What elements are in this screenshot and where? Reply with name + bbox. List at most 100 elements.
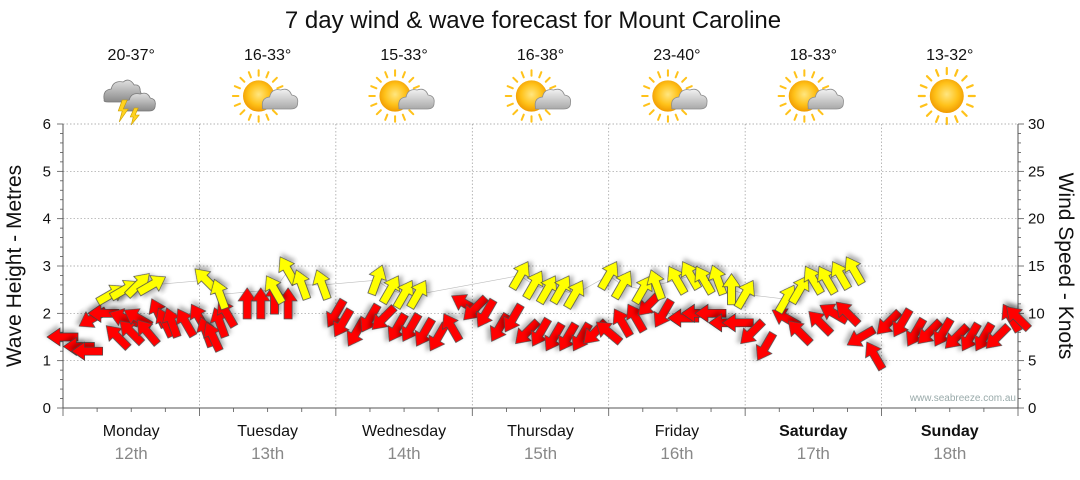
wind-arrow <box>876 308 903 335</box>
wind-arrow <box>846 325 877 347</box>
y-right-tick-label: 20 <box>1028 211 1045 228</box>
gridlines <box>63 123 1018 408</box>
wind-arrow <box>176 308 198 339</box>
wave-arrow <box>522 270 544 301</box>
wave-arrow <box>788 275 810 306</box>
wind-arrow <box>544 321 566 352</box>
y-right-tick-label: 25 <box>1028 163 1045 180</box>
forecast-arrows <box>46 256 1032 372</box>
partly-cloudy-icon <box>642 70 707 122</box>
y-left-tick-label: 2 <box>43 305 51 322</box>
wave-arrow <box>406 280 428 310</box>
wind-arrow <box>78 306 109 328</box>
wave-arrow <box>378 275 401 306</box>
day-date-label: 15th <box>524 444 557 463</box>
wind-arrow <box>985 323 1012 349</box>
day-labels: Monday 12th Tuesday 13th Wednesday 14th Thursd… <box>103 423 979 463</box>
day-name-label: Saturday <box>779 423 848 440</box>
wind-arrow <box>787 320 814 347</box>
wind-arrow <box>612 308 634 339</box>
temperature-row: 20-37° 16-33° 15-33° 16-38° 23-40° 18-33° 13-3… <box>108 47 974 64</box>
wind-arrow <box>476 297 498 328</box>
partly-cloudy-icon <box>506 70 571 122</box>
wind-arrow <box>503 302 525 333</box>
wave-arrow <box>646 269 666 301</box>
wind-arrow <box>626 303 648 334</box>
wind-arrow <box>360 302 382 333</box>
wind-arrow <box>944 323 971 349</box>
y-left-tick-label: 5 <box>43 163 51 180</box>
storm-icon <box>103 79 156 126</box>
wave-arrow <box>844 256 866 287</box>
y-axis-right-title: Wind Speed - Knots <box>1054 173 1077 360</box>
day-name-label: Friday <box>655 423 699 440</box>
wave-arrow <box>733 280 755 310</box>
wave-arrow <box>312 269 332 301</box>
wind-arrow <box>1006 306 1032 333</box>
wave-arrow <box>680 261 703 291</box>
wind-arrow <box>119 320 146 347</box>
wind-arrow <box>105 325 132 351</box>
wind-arrow <box>515 318 541 345</box>
wave-arrow <box>597 261 619 291</box>
wave-arrow <box>209 278 230 311</box>
wind-arrow <box>326 297 348 328</box>
wind-arrow <box>70 341 103 361</box>
wind-arrow <box>401 312 423 342</box>
wind-arrow <box>162 307 182 339</box>
partly-cloudy-icon <box>233 70 298 122</box>
wind-arrow <box>46 327 79 347</box>
y-right-tick-label: 15 <box>1028 258 1045 275</box>
day-date-label: 13th <box>251 444 284 463</box>
y-left-tick-label: 1 <box>43 353 51 370</box>
day-date-label: 14th <box>388 444 421 463</box>
wind-arrow <box>835 301 862 328</box>
wind-arrow <box>960 321 982 352</box>
wind-arrow <box>558 321 580 352</box>
credit-text: www.seabreeze.com.au <box>909 393 1016 404</box>
y-right-tick-label: 5 <box>1028 353 1036 370</box>
wave-arrow <box>508 261 530 291</box>
wind-arrow <box>917 318 944 345</box>
y-left-tick-label: 4 <box>43 211 51 228</box>
y-left-tick-label: 0 <box>43 400 51 417</box>
wind-arrow <box>721 313 754 333</box>
wind-arrow <box>595 321 624 346</box>
day-name-label: Wednesday <box>362 423 446 440</box>
wind-arrow <box>808 311 835 337</box>
temperature-range: 16-33° <box>244 47 291 64</box>
wind-arrow <box>333 307 355 338</box>
day-date-label: 16th <box>660 444 693 463</box>
wind-arrow <box>653 297 675 328</box>
y-right-tick-label: 0 <box>1028 400 1036 417</box>
day-name-label: Tuesday <box>237 423 298 440</box>
day-name-label: Monday <box>103 423 160 440</box>
wind-arrow <box>136 319 161 347</box>
wave-arrow <box>535 275 557 306</box>
wind-arrow <box>371 304 398 330</box>
wind-arrow <box>755 331 778 361</box>
y-axis-left-title: Wave Height - Metres <box>3 165 26 367</box>
wind-arrow <box>463 294 489 321</box>
temperature-range: 23-40° <box>653 47 700 64</box>
wave-arrow <box>721 273 742 306</box>
wave-arrow <box>291 269 312 301</box>
plot-area: 0 1 2 3 4 5 6 0 5 10 15 20 25 30 <box>43 116 1045 417</box>
wave-arrow <box>830 261 853 291</box>
wind-arrow <box>278 287 298 320</box>
temperature-range: 15-33° <box>380 47 427 64</box>
y-right-tick-label: 10 <box>1028 305 1045 322</box>
weather-icons <box>103 66 976 126</box>
wave-arrow <box>563 280 585 310</box>
wave-arrow <box>549 275 571 306</box>
axes: 0 1 2 3 4 5 6 0 5 10 15 20 25 30 <box>43 116 1045 417</box>
sun-icon <box>917 66 976 126</box>
y-left-tick-label: 3 <box>43 258 51 275</box>
wind-arrow <box>87 303 120 323</box>
day-name-label: Sunday <box>921 423 979 440</box>
day-date-label: 12th <box>115 444 148 463</box>
wave-arrow <box>694 265 716 296</box>
wave-arrow <box>667 265 689 296</box>
wave-arrow <box>367 264 387 297</box>
wave-arrow <box>610 270 633 301</box>
